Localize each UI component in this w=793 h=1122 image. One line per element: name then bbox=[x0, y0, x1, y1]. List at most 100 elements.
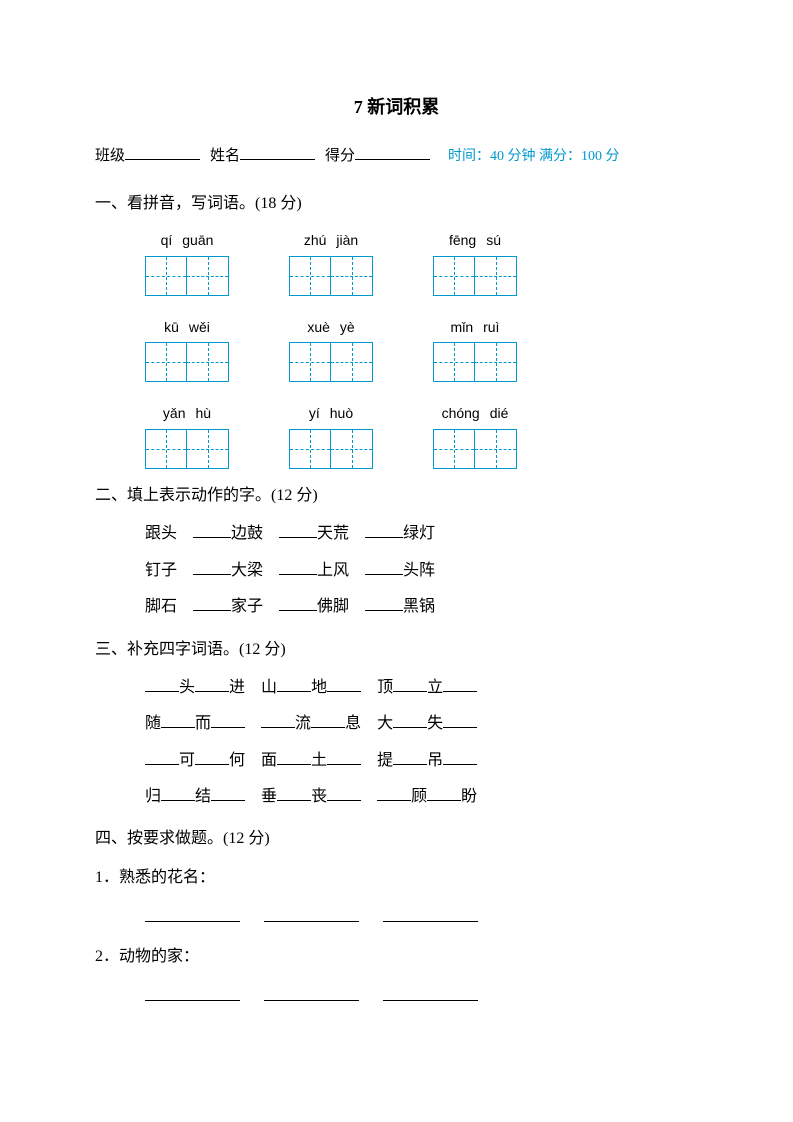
fill-blank[interactable] bbox=[365, 596, 403, 611]
answer-blank[interactable] bbox=[264, 905, 359, 922]
idiom-line: 可何 面土 提吊 bbox=[145, 746, 698, 776]
char-box[interactable] bbox=[145, 256, 229, 296]
class-label: 班级 bbox=[95, 142, 125, 171]
pinyin-item: yǎnhù bbox=[145, 400, 229, 469]
idiom-blank[interactable] bbox=[195, 749, 229, 764]
idiom-char: 提 bbox=[377, 752, 393, 769]
char-cell[interactable] bbox=[331, 429, 373, 469]
word-text: 绿灯 bbox=[403, 525, 435, 542]
idiom-blank[interactable] bbox=[327, 749, 361, 764]
answer-blank[interactable] bbox=[383, 984, 478, 1001]
fill-blank[interactable] bbox=[365, 559, 403, 574]
word-text: 跟头 bbox=[145, 525, 193, 542]
char-cell[interactable] bbox=[145, 429, 187, 469]
char-cell[interactable] bbox=[145, 342, 187, 382]
idiom-char: 可 bbox=[179, 752, 195, 769]
char-cell[interactable] bbox=[187, 342, 229, 382]
char-cell[interactable] bbox=[475, 256, 517, 296]
char-cell[interactable] bbox=[187, 256, 229, 296]
idiom-blank[interactable] bbox=[161, 786, 195, 801]
fill-line: 钉子 大梁 上风 头阵 bbox=[145, 556, 698, 586]
idiom-char: 归 bbox=[145, 788, 161, 805]
idiom-blank[interactable] bbox=[443, 713, 477, 728]
idiom-blank[interactable] bbox=[443, 677, 477, 692]
char-box[interactable] bbox=[433, 342, 517, 382]
char-box[interactable] bbox=[289, 256, 373, 296]
idiom-blank[interactable] bbox=[211, 713, 245, 728]
section4-title: 四、按要求做题。(12 分) bbox=[95, 824, 698, 854]
idiom-char: 息 bbox=[345, 715, 361, 732]
char-cell[interactable] bbox=[433, 342, 475, 382]
char-cell[interactable] bbox=[331, 256, 373, 296]
idiom-blank[interactable] bbox=[261, 713, 295, 728]
fill-blank[interactable] bbox=[279, 523, 317, 538]
idiom-char: 山 bbox=[261, 679, 277, 696]
idiom-blank[interactable] bbox=[277, 786, 311, 801]
char-cell[interactable] bbox=[475, 429, 517, 469]
idiom-blank[interactable] bbox=[277, 749, 311, 764]
idiom-blank[interactable] bbox=[145, 749, 179, 764]
idiom-blank[interactable] bbox=[195, 677, 229, 692]
char-box[interactable] bbox=[145, 429, 229, 469]
class-blank[interactable] bbox=[125, 144, 200, 160]
idiom-blank[interactable] bbox=[393, 713, 427, 728]
char-box[interactable] bbox=[289, 342, 373, 382]
char-cell[interactable] bbox=[331, 342, 373, 382]
fill-blank[interactable] bbox=[193, 596, 231, 611]
word-text: 天荒 bbox=[317, 525, 365, 542]
fill-blank[interactable] bbox=[279, 559, 317, 574]
q4-1-blanks bbox=[145, 903, 698, 933]
pinyin-text: mǐnruì bbox=[451, 314, 500, 341]
idiom-blank[interactable] bbox=[211, 786, 245, 801]
fill-blank[interactable] bbox=[279, 596, 317, 611]
pinyin-item: chóngdié bbox=[433, 400, 517, 469]
word-text: 大梁 bbox=[231, 562, 279, 579]
pinyin-grid: qíguānzhújiànfēngsúkūwěixuèyèmǐnruìyǎnhù… bbox=[145, 227, 517, 469]
char-box[interactable] bbox=[433, 256, 517, 296]
fill-blank[interactable] bbox=[193, 523, 231, 538]
idiom-line: 随而 流息 大失 bbox=[145, 709, 698, 739]
idiom-char: 盼 bbox=[461, 788, 477, 805]
char-cell[interactable] bbox=[433, 429, 475, 469]
idiom-char: 顶 bbox=[377, 679, 393, 696]
char-cell[interactable] bbox=[475, 342, 517, 382]
char-box[interactable] bbox=[433, 429, 517, 469]
idiom-blank[interactable] bbox=[161, 713, 195, 728]
name-blank[interactable] bbox=[240, 144, 315, 160]
idiom-blank[interactable] bbox=[327, 677, 361, 692]
idiom-blank[interactable] bbox=[443, 749, 477, 764]
idiom-char: 结 bbox=[195, 788, 211, 805]
char-cell[interactable] bbox=[289, 429, 331, 469]
char-cell[interactable] bbox=[289, 342, 331, 382]
char-box[interactable] bbox=[289, 429, 373, 469]
fill-blank[interactable] bbox=[193, 559, 231, 574]
section3-body: 头进 山地 顶立随而 流息 大失可何 面土 提吊归结 垂丧 顾盼 bbox=[95, 673, 698, 813]
char-box[interactable] bbox=[145, 342, 229, 382]
idiom-blank[interactable] bbox=[393, 677, 427, 692]
idiom-blank[interactable] bbox=[377, 786, 411, 801]
fill-blank[interactable] bbox=[365, 523, 403, 538]
char-cell[interactable] bbox=[145, 256, 187, 296]
idiom-blank[interactable] bbox=[145, 677, 179, 692]
word-text: 脚石 bbox=[145, 598, 193, 615]
idiom-blank[interactable] bbox=[311, 713, 345, 728]
char-cell[interactable] bbox=[187, 429, 229, 469]
char-cell[interactable] bbox=[289, 256, 331, 296]
idiom-blank[interactable] bbox=[327, 786, 361, 801]
section2-body: 跟头 边鼓 天荒 绿灯钉子 大梁 上风 头阵脚石 家子 佛脚 黑锅 bbox=[95, 519, 698, 622]
idiom-char: 进 bbox=[229, 679, 245, 696]
idiom-blank[interactable] bbox=[277, 677, 311, 692]
answer-blank[interactable] bbox=[145, 905, 240, 922]
q4-2: 2．动物的家： bbox=[95, 942, 698, 972]
idiom-char: 垂 bbox=[261, 788, 277, 805]
answer-blank[interactable] bbox=[383, 905, 478, 922]
char-cell[interactable] bbox=[433, 256, 475, 296]
idiom-blank[interactable] bbox=[427, 786, 461, 801]
pinyin-text: fēngsú bbox=[449, 227, 501, 254]
idiom-blank[interactable] bbox=[393, 749, 427, 764]
pinyin-text: chóngdié bbox=[442, 400, 509, 427]
section1-title: 一、看拼音，写词语。(18 分) bbox=[95, 189, 698, 219]
score-blank[interactable] bbox=[355, 144, 430, 160]
answer-blank[interactable] bbox=[264, 984, 359, 1001]
answer-blank[interactable] bbox=[145, 984, 240, 1001]
